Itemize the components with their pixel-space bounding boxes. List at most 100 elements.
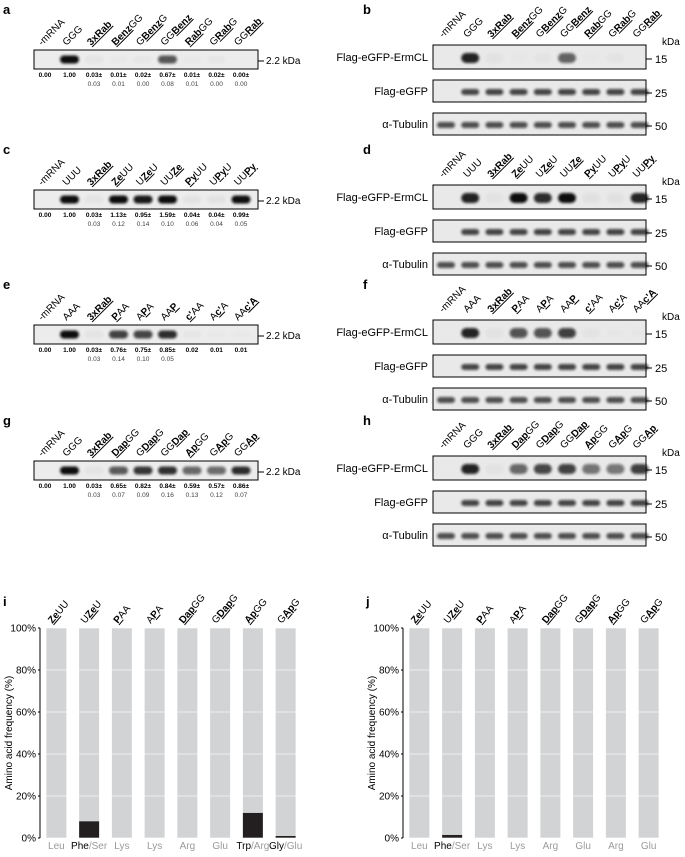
rich-label: c'AA <box>583 292 606 315</box>
rich-label: ZeUU <box>510 154 536 180</box>
rich-label: PAA <box>112 603 134 626</box>
quant-mean: 0.03± <box>86 212 103 219</box>
band <box>533 364 552 370</box>
quant-sd: 0.03 <box>88 492 101 499</box>
y-tick-label: 100% <box>373 624 399 635</box>
label-part: Lys <box>114 841 129 852</box>
band <box>461 89 480 95</box>
quant-mean: 0.00± <box>233 72 250 79</box>
rich-label: Trp/Arg <box>236 841 269 852</box>
band <box>582 122 601 128</box>
panel-letter: d <box>363 142 371 157</box>
label-part: Gly <box>269 841 284 852</box>
band <box>231 466 251 475</box>
rich-label: AAP <box>159 301 181 323</box>
rich-label: 3xRab <box>85 19 114 48</box>
band <box>509 397 528 403</box>
band <box>558 533 576 539</box>
quant-mean: 0.03± <box>86 72 103 79</box>
quant-mean: 0.86± <box>233 483 250 490</box>
bar <box>177 628 198 838</box>
band <box>133 466 153 475</box>
band <box>606 193 624 203</box>
quant-sd: 0.07 <box>235 492 248 499</box>
rich-label: PyUU <box>583 153 610 180</box>
rich-label: AAA <box>462 293 484 315</box>
row-label: Flag-eGFP <box>374 361 428 373</box>
band <box>509 122 528 128</box>
band <box>158 330 177 339</box>
band <box>558 364 576 370</box>
rich-label: ZeUU <box>46 599 71 626</box>
band <box>533 89 552 95</box>
label-part: Glu <box>641 841 657 852</box>
band <box>533 533 552 539</box>
band <box>558 500 576 506</box>
label-part: Phe <box>71 841 89 852</box>
bar <box>573 628 594 838</box>
band <box>437 122 455 128</box>
marker-label: 2.2 kDa <box>266 196 301 207</box>
quant-mean: 1.00 <box>63 347 76 354</box>
bar <box>409 628 430 838</box>
y-tick-label: 0% <box>22 834 37 845</box>
label-part: /Arg <box>251 841 269 852</box>
bar <box>442 834 463 838</box>
band <box>461 328 480 338</box>
band <box>631 328 649 338</box>
rich-label: UZeU <box>134 162 160 188</box>
band <box>60 466 79 475</box>
band <box>182 195 202 204</box>
label-part: Lys <box>147 841 162 852</box>
rich-label: UUU <box>462 157 485 180</box>
bar <box>605 628 626 838</box>
rich-label: UUZe <box>558 154 585 181</box>
band <box>207 466 226 475</box>
band <box>558 262 576 268</box>
band <box>485 364 504 370</box>
quant-mean: 0.00 <box>39 347 52 354</box>
band <box>485 328 503 338</box>
label-part: 3xRab <box>486 286 515 315</box>
bar <box>442 628 463 835</box>
quant-sd: 0.10 <box>161 221 174 228</box>
bar <box>275 628 296 836</box>
rich-label: Lys <box>114 841 129 852</box>
rich-label: Glu <box>575 841 591 852</box>
y-tick-label: 40% <box>379 750 399 761</box>
band <box>207 331 226 339</box>
band <box>630 397 649 403</box>
quant-sd: 0.14 <box>112 356 125 363</box>
band <box>533 464 552 474</box>
band <box>606 53 624 63</box>
quant-mean: 0.85± <box>159 347 176 354</box>
label-part: /Ser <box>452 841 471 852</box>
quant-mean: 0.04± <box>208 212 225 219</box>
band <box>630 500 649 506</box>
marker-label: 50 <box>655 121 667 133</box>
band <box>533 229 552 235</box>
rich-label: UZeU <box>79 599 104 626</box>
kda-label: kDa <box>662 37 680 48</box>
rich-label: 3xRab <box>486 422 515 451</box>
band <box>606 464 625 474</box>
bar <box>275 835 296 838</box>
quant-sd: 0.00 <box>235 81 248 88</box>
label-part: Leu <box>411 841 428 852</box>
rich-label: Lys <box>147 841 162 852</box>
marker-label: 15 <box>655 194 667 206</box>
band <box>582 328 600 338</box>
rich-label: Phe/Ser <box>434 841 471 852</box>
rich-label: DapGG <box>177 592 208 626</box>
band <box>437 533 455 539</box>
quant-sd: 0.13 <box>186 492 199 499</box>
rich-label: Lys <box>510 841 525 852</box>
panel-letter: a <box>3 2 11 17</box>
kda-label: kDa <box>662 448 680 459</box>
band <box>582 364 601 370</box>
quant-mean: 0.02 <box>186 347 199 354</box>
band <box>461 500 480 506</box>
quant-mean: 0.99± <box>233 212 250 219</box>
band <box>109 195 128 204</box>
label-part: 3xRab <box>85 430 114 459</box>
